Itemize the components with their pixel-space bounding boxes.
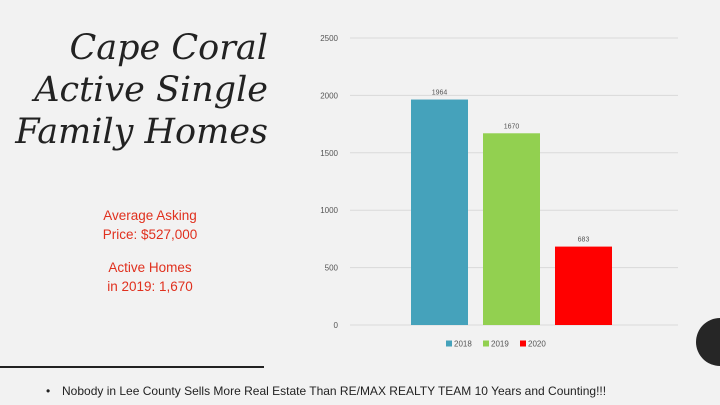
legend-label-2019: 2019 (491, 340, 509, 349)
y-tick-label: 500 (325, 264, 339, 273)
active-homes-line: Active Homes (108, 260, 192, 275)
legend-label-2018: 2018 (454, 340, 472, 349)
bar-2019 (483, 133, 540, 325)
footer-text: Nobody in Lee County Sells More Real Est… (62, 384, 607, 398)
bar-chart: 0 500 1000 1500 2000 2500 1964 1670 683 2018 2019 2… (320, 34, 678, 349)
y-tick-label: 1000 (320, 206, 338, 215)
slide-title-line: Active Single (34, 70, 268, 110)
bar-2020 (555, 246, 612, 325)
legend-swatch-2019 (483, 340, 489, 347)
legend-swatch-2018 (446, 340, 452, 347)
divider-line (0, 366, 264, 368)
average-price-line: Average Asking (103, 208, 197, 223)
y-tick-label: 2500 (320, 34, 338, 43)
stats-block: Average Asking Price: $527,000 Active Ho… (70, 206, 230, 310)
slide-title-line: Family Homes (15, 112, 268, 152)
y-tick-label: 0 (334, 321, 339, 330)
y-tick-label: 1500 (320, 149, 338, 158)
legend-swatch-2020 (520, 340, 526, 347)
data-label-2018: 1964 (432, 90, 448, 97)
data-label-2019: 1670 (504, 123, 520, 130)
bullet-glyph: • (46, 384, 51, 398)
average-price-line: Price: $527,000 (102, 227, 198, 242)
active-homes-line: in 2019: 1,670 (107, 279, 193, 294)
data-label-2020: 683 (578, 237, 590, 244)
slide-title-line: Cape Coral (69, 28, 268, 68)
active-homes-text: Active Homes in 2019: 1,670 (70, 258, 230, 296)
bar-2018 (411, 99, 468, 325)
slide-title: Cape Coral Active Single Family Homes (0, 27, 268, 153)
average-price-text: Average Asking Price: $527,000 (70, 206, 230, 244)
y-tick-label: 2000 (320, 91, 338, 100)
legend-label-2020: 2020 (528, 340, 546, 349)
decorative-circle (696, 318, 720, 366)
footer-bullet-text: • Nobody in Lee County Sells More Real Es… (46, 384, 606, 398)
